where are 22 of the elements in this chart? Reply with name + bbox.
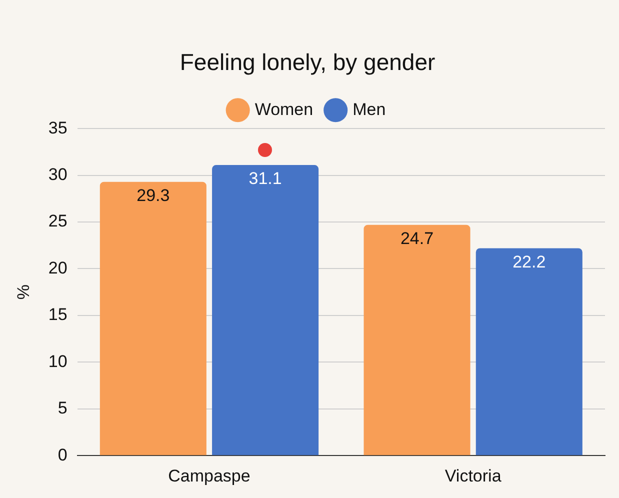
legend-label: Men	[352, 100, 386, 119]
legend-label: Women	[254, 100, 314, 119]
y-tick-label: 25	[48, 212, 68, 231]
y-tick-label: 0	[58, 445, 68, 464]
bar	[476, 248, 582, 456]
bar	[100, 182, 206, 456]
y-tick-label: 30	[48, 165, 68, 184]
x-tick-label: Campaspe	[168, 466, 250, 486]
data-label: 22.2	[512, 252, 546, 272]
chart-title: Feeling lonely, by gender	[180, 49, 436, 76]
y-tick-label: 5	[58, 398, 68, 418]
y-axis-title: %	[14, 284, 33, 300]
y-tick-label: 35	[48, 118, 68, 138]
data-label: 31.1	[248, 169, 282, 188]
y-tick-label: 15	[48, 305, 68, 324]
data-label: 24.7	[400, 229, 434, 248]
bar	[212, 165, 319, 456]
data-label: 29.3	[136, 186, 170, 206]
x-tick-label: Victoria	[444, 466, 502, 486]
y-tick-label: 10	[48, 352, 68, 371]
y-tick-label: 20	[48, 258, 68, 278]
bar	[364, 224, 470, 456]
